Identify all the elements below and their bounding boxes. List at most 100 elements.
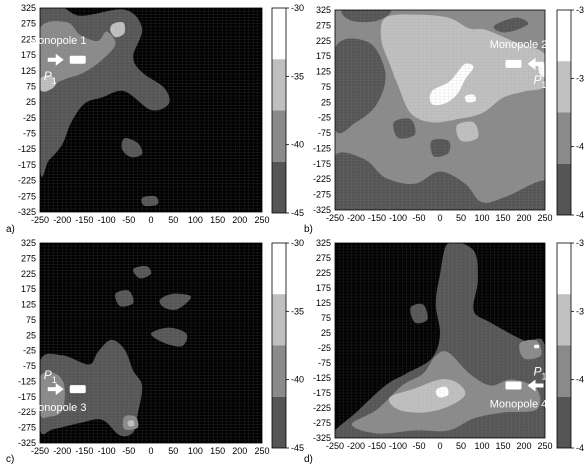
x-tick-label: 100 — [474, 441, 489, 451]
y-tick-label: -225 — [313, 403, 331, 413]
y-tick-label: 125 — [316, 298, 331, 308]
arrow-icon — [47, 53, 64, 66]
y-tick-label: 325 — [316, 238, 331, 248]
colorbar-tick-label: -45 — [576, 210, 584, 220]
colorbar-tick-label: -30 — [576, 5, 584, 15]
y-tick-label: -275 — [18, 423, 36, 433]
contour-region — [538, 63, 545, 77]
y-tick-label: -125 — [313, 143, 331, 153]
contour-region — [464, 94, 477, 103]
plot-frame — [39, 242, 263, 444]
contour-region — [150, 327, 188, 347]
colorbar: -30 -35 -40 -45 — [271, 238, 304, 453]
colorbar-band — [557, 294, 571, 346]
y-tick-label: 125 — [21, 300, 36, 310]
y-tick-label: -25 — [23, 113, 36, 123]
y-tick-label: -225 — [313, 174, 331, 184]
arrow-icon — [47, 383, 64, 396]
y-tick-label: -75 — [23, 129, 36, 139]
plot-frame — [39, 7, 263, 213]
contour-region — [127, 420, 135, 427]
colorbar-tick-label: -35 — [576, 306, 584, 316]
x-tick-label: -150 — [368, 213, 386, 223]
y-tick-label: -175 — [313, 388, 331, 398]
x-tick-label: 250 — [537, 213, 552, 223]
x-tick-label: -150 — [75, 215, 93, 225]
y-tick-label: 225 — [316, 36, 331, 46]
colorbar-band — [272, 161, 286, 213]
colorbar-tick-label: -30 — [576, 238, 584, 248]
x-tick-label: 100 — [188, 215, 203, 225]
contour-region — [121, 138, 143, 158]
y-tick-label: 175 — [316, 51, 331, 61]
point-label: P1 — [534, 365, 547, 382]
contour-region — [40, 372, 65, 418]
panel-label: d) — [304, 454, 313, 465]
x-tick-label: 0 — [148, 446, 153, 456]
monopole-annotation: Monopole 4 P1 — [490, 365, 548, 411]
y-tick-label: -75 — [23, 361, 36, 371]
colorbar-band — [557, 243, 571, 295]
colorbar-band — [557, 345, 571, 397]
x-tick-label: -200 — [347, 213, 365, 223]
x-tick-label: -200 — [347, 441, 365, 451]
y-tick-label: 325 — [316, 5, 331, 15]
x-tick-label: 250 — [537, 441, 552, 451]
arrow-icon — [527, 57, 544, 70]
point-label: P1 — [44, 368, 57, 385]
colorbar-tick-label: -35 — [291, 306, 304, 316]
y-tick-label: -75 — [318, 358, 331, 368]
colorbar: -30 -35 -40 -45 — [271, 3, 304, 218]
x-tick-label: 200 — [516, 213, 531, 223]
colorbar-tick-label: -45 — [576, 443, 584, 453]
x-tick-label: 150 — [495, 213, 510, 223]
x-tick-label: -200 — [53, 446, 71, 456]
x-tick-label: -100 — [98, 215, 116, 225]
y-tick-label: 175 — [316, 283, 331, 293]
colorbar-tick-label: -30 — [291, 3, 304, 13]
contour-region — [110, 22, 126, 38]
y-tick-label: -25 — [318, 113, 331, 123]
point-label: P1 — [44, 69, 57, 86]
y-tick-label: -275 — [313, 190, 331, 200]
plot-frame — [334, 9, 546, 211]
y-tick-label: 75 — [321, 82, 331, 92]
y-tick-label: 75 — [26, 315, 36, 325]
y-tick-label: -125 — [18, 144, 36, 154]
x-tick-label: 0 — [437, 213, 442, 223]
panel-label: b) — [304, 224, 313, 235]
x-tick-label: -150 — [75, 446, 93, 456]
panel-label: a) — [6, 224, 15, 235]
y-tick-label: -125 — [18, 376, 36, 386]
panel-c: 325 275 225 175 125 75 25 -25 -75 -125 -175 -225 -27… — [6, 238, 304, 465]
y-tick-label: -175 — [18, 392, 36, 402]
x-tick-label: -50 — [412, 441, 425, 451]
colorbar-band — [557, 61, 571, 113]
colorbar-band — [272, 59, 286, 111]
colorbar-band — [272, 8, 286, 60]
monopole-marker — [69, 55, 86, 64]
contour-region — [115, 290, 134, 307]
contour-region — [410, 303, 428, 324]
monopole-label: Monopole 2 — [490, 39, 548, 51]
y-tick-label: -275 — [18, 191, 36, 201]
x-tick-label: -100 — [389, 441, 407, 451]
y-tick-label: 75 — [26, 81, 36, 91]
contour-region — [519, 339, 542, 360]
contour-region — [335, 152, 545, 210]
colorbar-tick-label: -45 — [291, 443, 304, 453]
y-tick-label: 275 — [316, 20, 331, 30]
y-tick-label: 175 — [21, 284, 36, 294]
colorbar-band — [557, 396, 571, 448]
x-tick-label: -250 — [31, 215, 49, 225]
y-tick-label: 275 — [21, 253, 36, 263]
contour-region — [435, 386, 449, 398]
colorbar-tick-label: -40 — [291, 375, 304, 385]
colorbar: -30 -35 -40 -45 — [556, 5, 584, 220]
x-tick-label: 50 — [168, 215, 178, 225]
colorbar-tick-label: -30 — [291, 238, 304, 248]
colorbar: -30 -35 -40 -45 — [556, 238, 584, 453]
colorbar-band — [557, 112, 571, 164]
y-tick-label: 25 — [321, 328, 331, 338]
